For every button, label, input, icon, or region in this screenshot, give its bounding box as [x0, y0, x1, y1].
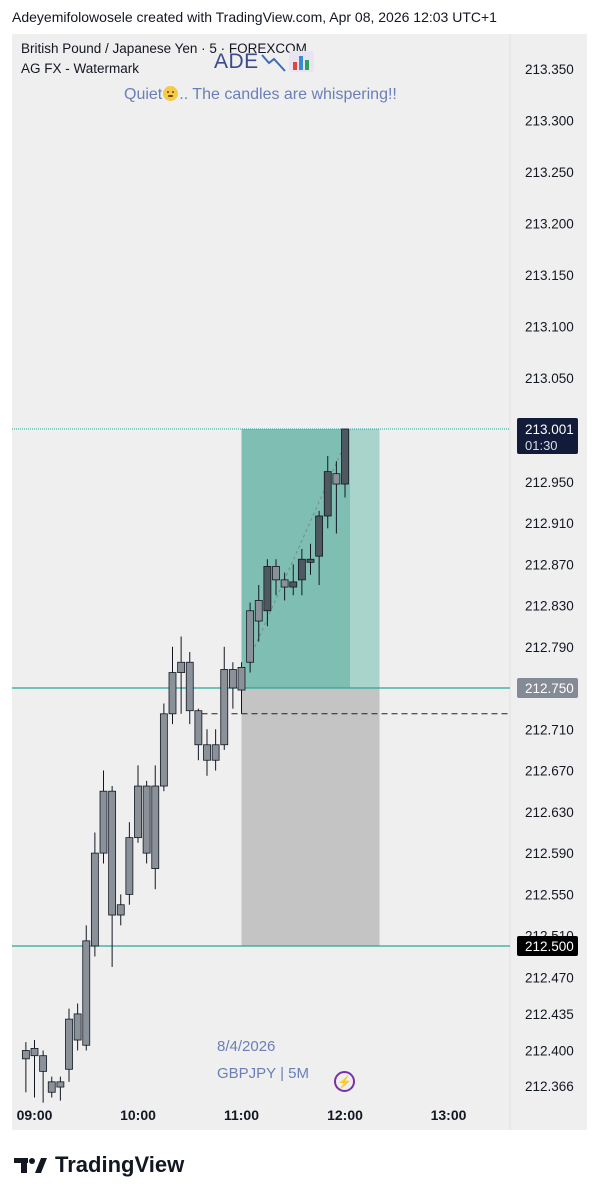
watermark-logo: ADE: [214, 50, 315, 74]
price-tick-label: 212.590: [525, 846, 574, 861]
price-tick-label: 213.300: [525, 114, 574, 129]
candle[interactable]: [263, 566, 272, 612]
watermark-logo-text: ADE: [214, 50, 259, 73]
candle[interactable]: [168, 672, 177, 715]
stop-price-value: 212.500: [525, 939, 574, 954]
candle[interactable]: [116, 904, 125, 916]
time-tick-label: 13:00: [431, 1107, 467, 1123]
candle[interactable]: [211, 744, 220, 761]
price-tick-label: 212.400: [525, 1043, 574, 1058]
watermark-quote-start: Quiet: [124, 86, 163, 103]
candle[interactable]: [47, 1081, 56, 1093]
candle[interactable]: [246, 610, 255, 663]
candle[interactable]: [39, 1055, 48, 1072]
entry-price-badge[interactable]: [517, 678, 578, 698]
candle[interactable]: [306, 558, 315, 563]
price-tick-label: 213.350: [525, 62, 574, 77]
candle[interactable]: [297, 558, 306, 581]
entry-price-value: 212.750: [525, 681, 574, 696]
candle[interactable]: [272, 566, 280, 581]
bar-chart-icon: [288, 51, 314, 72]
candle[interactable]: [332, 473, 341, 485]
target-zone-filled[interactable]: [241, 429, 351, 688]
price-tick-label: 212.435: [525, 1007, 574, 1022]
shushing-face-icon: [163, 86, 179, 101]
candle[interactable]: [73, 1013, 82, 1041]
price-tick-label: 212.366: [525, 1079, 574, 1094]
current-price-value: 213.001: [525, 422, 574, 437]
candle[interactable]: [237, 667, 246, 691]
tradingview-logo[interactable]: TradingView: [14, 1152, 184, 1178]
stop-zone[interactable]: [241, 688, 380, 946]
candle[interactable]: [30, 1047, 39, 1057]
candle[interactable]: [185, 661, 194, 712]
price-tick-label: 212.630: [525, 805, 574, 820]
time-tick-label: 12:00: [327, 1107, 363, 1123]
candle[interactable]: [323, 471, 332, 517]
price-tick-label: 213.250: [525, 165, 574, 180]
price-tick-label: 212.870: [525, 557, 574, 572]
price-tick-label: 212.910: [525, 516, 574, 531]
symbol-title[interactable]: British Pound / Japanese Yen · 5 · FOREX…: [21, 41, 307, 56]
candle[interactable]: [159, 713, 168, 787]
price-tick-label: 212.550: [525, 887, 574, 902]
candle[interactable]: [254, 600, 263, 622]
price-tick-label: 212.790: [525, 640, 574, 655]
bar-countdown: 01:30: [525, 438, 558, 453]
candle[interactable]: [125, 837, 134, 895]
candle[interactable]: [289, 581, 298, 588]
price-tick-label: 212.470: [525, 970, 574, 985]
watermark-pair: GBPJPY | 5M: [217, 1065, 309, 1082]
price-tick-label: 212.950: [525, 475, 574, 490]
candle[interactable]: [65, 1018, 73, 1070]
stop-price-badge[interactable]: [517, 936, 578, 956]
time-tick-label: 11:00: [224, 1107, 259, 1123]
trend-down-chart-icon: [260, 54, 286, 72]
candle[interactable]: [228, 669, 237, 689]
brand-name: TradingView: [55, 1152, 185, 1177]
candle[interactable]: [194, 710, 203, 746]
candle[interactable]: [220, 669, 229, 746]
chart-frame[interactable]: 213.350 213.300 213.250 213.200 213.150 213.1…: [12, 34, 587, 1130]
candle[interactable]: [108, 790, 117, 916]
candle[interactable]: [203, 744, 211, 761]
tradingview-mark-icon: [14, 1155, 48, 1175]
candle[interactable]: [21, 1050, 30, 1060]
lightning-bolt-icon[interactable]: ⚡: [334, 1071, 355, 1092]
candle[interactable]: [142, 785, 151, 854]
candle[interactable]: [341, 428, 349, 485]
watermark-quote: Quiet .. The candles are whispering!!: [124, 86, 397, 104]
price-tick-label: 212.830: [525, 599, 574, 614]
candle[interactable]: [151, 785, 160, 869]
chart-header-credit: Adeyemifolowosele created with TradingVi…: [12, 9, 497, 25]
price-tick-label: 212.710: [525, 722, 574, 737]
price-tick-label: 213.050: [525, 371, 574, 386]
watermark-date: 8/4/2026: [217, 1038, 276, 1055]
candle[interactable]: [177, 661, 186, 673]
time-tick-label: 10:00: [120, 1107, 156, 1123]
candle[interactable]: [134, 785, 142, 839]
price-tick-label: 213.100: [525, 320, 574, 335]
current-price-badge[interactable]: [517, 418, 578, 454]
time-tick-label: 09:00: [17, 1107, 53, 1123]
price-tick-label: 213.200: [525, 217, 574, 232]
candle[interactable]: [315, 515, 324, 557]
symbol-subtitle: AG FX - Watermark: [21, 61, 140, 76]
candle[interactable]: [56, 1081, 65, 1088]
candle[interactable]: [90, 852, 99, 947]
price-tick-label: 212.670: [525, 764, 574, 779]
candlestick-chart[interactable]: 213.350 213.300 213.250 213.200 213.150 213.1…: [12, 34, 587, 1130]
candle[interactable]: [82, 940, 91, 1046]
price-tick-label: 213.150: [525, 268, 574, 283]
watermark-quote-end: .. The candles are whispering!!: [179, 86, 397, 103]
candle[interactable]: [280, 579, 289, 588]
candle[interactable]: [99, 790, 108, 854]
